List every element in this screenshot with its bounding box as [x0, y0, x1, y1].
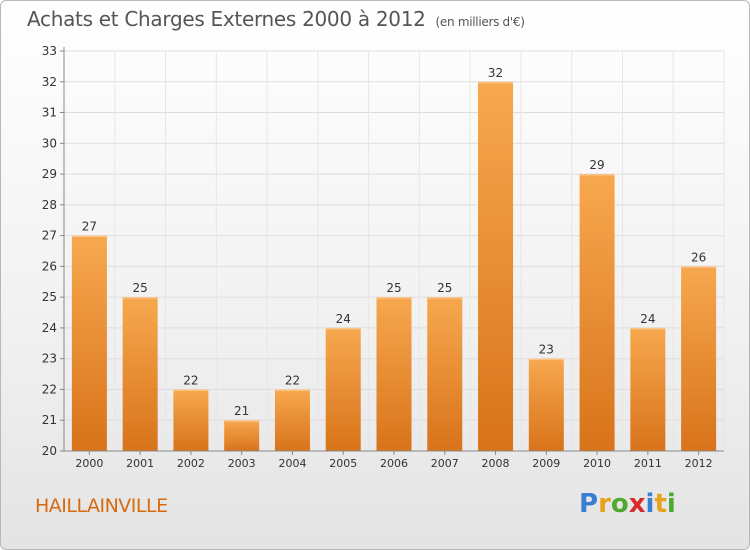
- bar-value-label: 24: [336, 312, 351, 326]
- logo-letter: o: [610, 489, 629, 519]
- labels: 20 21 22 23 24 25 26 27 28 29 30 31 32 33 27 2000 25 2001…: [42, 44, 713, 470]
- bar-value-label: 23: [539, 343, 554, 357]
- chart-subtitle: (en milliers d'€): [435, 15, 525, 29]
- x-tick-label: 2009: [532, 457, 560, 470]
- x-tick-label: 2010: [583, 457, 611, 470]
- y-tick-label: 20: [42, 444, 57, 458]
- bar-value-label: 24: [640, 312, 655, 326]
- x-tick-label: 2008: [482, 457, 510, 470]
- y-tick-label: 33: [42, 44, 57, 58]
- logo-letter: x: [628, 489, 646, 519]
- bar-highlight: [224, 420, 260, 422]
- bar-highlight: [71, 235, 107, 238]
- bar-value-label: 27: [82, 220, 97, 234]
- bar-highlight: [376, 297, 412, 299]
- y-tick-label: 22: [42, 382, 57, 396]
- y-tick-label: 29: [42, 167, 57, 181]
- x-tick-label: 2011: [634, 457, 662, 470]
- y-tick-label: 28: [42, 198, 57, 212]
- x-tick-label: 2007: [431, 457, 459, 470]
- bar-value-label: 21: [234, 404, 249, 418]
- bar-highlight: [681, 266, 717, 268]
- bar-value-label: 25: [133, 281, 148, 295]
- logo-letter: i: [666, 489, 676, 519]
- y-tick-label: 26: [42, 259, 57, 273]
- y-tick-label: 27: [42, 229, 57, 243]
- y-tick-label: 32: [42, 75, 57, 89]
- bar: [71, 235, 107, 451]
- bar-highlight: [478, 81, 514, 84]
- bar: [224, 420, 260, 451]
- bar: [325, 327, 361, 451]
- x-tick-label: 2004: [278, 457, 306, 470]
- y-tick-label: 25: [42, 290, 57, 304]
- x-tick-label: 2005: [329, 457, 357, 470]
- bar: [630, 327, 666, 451]
- axes: [60, 47, 724, 455]
- chart-title-text: Achats et Charges Externes 2000 à 2012: [27, 7, 426, 31]
- x-tick-label: 2003: [228, 457, 256, 470]
- bar: [528, 358, 564, 451]
- chart-title: Achats et Charges Externes 2000 à 2012 (e…: [27, 7, 525, 31]
- bar-value-label: 29: [589, 158, 604, 172]
- bar-highlight: [274, 389, 310, 391]
- bar: [376, 297, 412, 451]
- bar-highlight: [630, 327, 666, 330]
- bar: [681, 266, 717, 451]
- bar-highlight: [427, 297, 463, 299]
- y-tick-label: 23: [42, 352, 57, 366]
- y-tick-label: 21: [42, 413, 57, 427]
- bar-value-label: 25: [437, 281, 452, 295]
- x-tick-label: 2000: [75, 457, 103, 470]
- x-tick-label: 2006: [380, 457, 408, 470]
- bar: [579, 174, 615, 452]
- logo-letter: P: [579, 489, 599, 519]
- x-tick-label: 2001: [126, 457, 154, 470]
- bar-value-label: 22: [285, 373, 300, 387]
- logo-letter: i: [645, 489, 655, 519]
- bar-highlight: [528, 358, 564, 361]
- bar-value-label: 25: [386, 281, 401, 295]
- bar: [427, 297, 463, 451]
- y-tick-label: 24: [42, 321, 57, 335]
- bar: [478, 81, 514, 452]
- place-name: HAILLAINVILLE: [35, 495, 168, 517]
- bar-highlight: [579, 174, 615, 176]
- bar-highlight: [122, 297, 158, 299]
- y-tick-label: 31: [42, 106, 57, 120]
- bar: [173, 389, 209, 451]
- x-tick-label: 2002: [177, 457, 205, 470]
- bar-value-label: 32: [488, 66, 503, 80]
- bar-value-label: 22: [183, 373, 198, 387]
- bar: [122, 297, 158, 451]
- logo-letter: t: [654, 489, 667, 519]
- bar-value-label: 26: [691, 250, 706, 264]
- proxiti-logo[interactable]: Proxiti: [579, 489, 676, 519]
- x-tick-label: 2012: [685, 457, 713, 470]
- y-tick-label: 30: [42, 136, 57, 150]
- bar: [274, 389, 310, 451]
- bar-highlight: [173, 389, 209, 391]
- bars: [71, 81, 717, 452]
- logo-letter: r: [598, 489, 611, 519]
- bar-highlight: [325, 327, 361, 330]
